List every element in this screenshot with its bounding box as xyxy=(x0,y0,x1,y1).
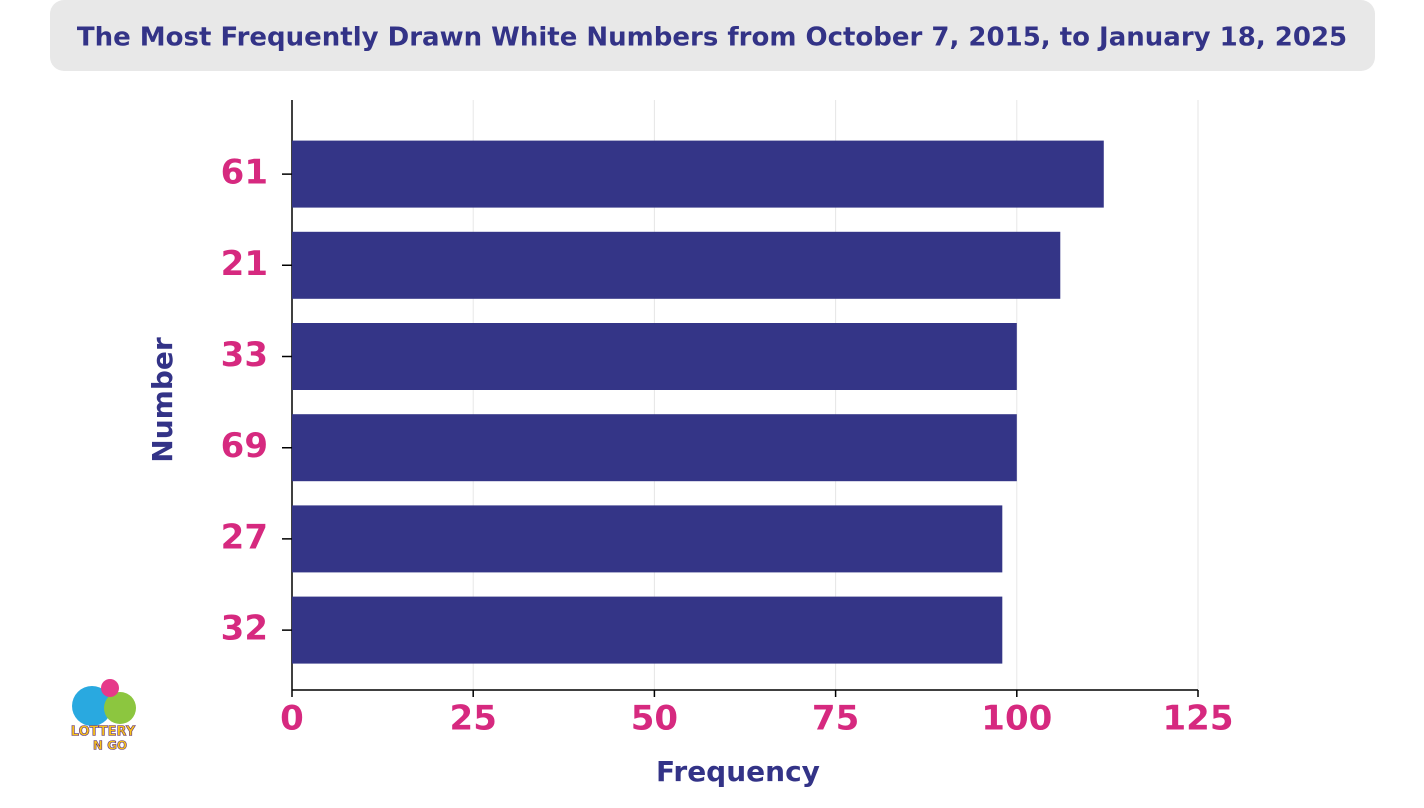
y-tick-label: 61 xyxy=(221,153,268,193)
x-tick-label: 0 xyxy=(280,699,304,739)
logo-ball xyxy=(72,686,112,726)
y-axis-label: Number xyxy=(146,337,179,463)
y-tick-label: 32 xyxy=(221,609,268,649)
bar xyxy=(292,505,1003,573)
bar xyxy=(292,323,1017,390)
y-tick-label: 69 xyxy=(221,426,268,466)
x-tick-label: 25 xyxy=(450,699,497,739)
logo: LOTTERY N GO xyxy=(70,679,136,753)
y-tick-label: 27 xyxy=(221,517,268,557)
x-axis-label: Frequency xyxy=(656,755,820,788)
bar xyxy=(292,140,1104,208)
x-tick-label: 75 xyxy=(812,699,859,739)
chart-title: The Most Frequently Drawn White Numbers … xyxy=(77,23,1347,53)
bar xyxy=(292,231,1061,299)
x-tick-label: 125 xyxy=(1163,699,1234,739)
y-tick-label: 21 xyxy=(221,244,268,284)
logo-ball xyxy=(101,679,119,697)
logo-text: LOTTERY xyxy=(71,725,136,740)
logo-ball xyxy=(104,692,136,724)
x-tick-label: 50 xyxy=(631,699,678,739)
y-tick-label: 33 xyxy=(221,335,268,375)
bar xyxy=(292,414,1017,482)
title-bar xyxy=(50,0,1375,71)
x-tick-label: 100 xyxy=(981,699,1052,739)
bar xyxy=(292,596,1003,664)
logo-text: N GO xyxy=(93,739,127,753)
